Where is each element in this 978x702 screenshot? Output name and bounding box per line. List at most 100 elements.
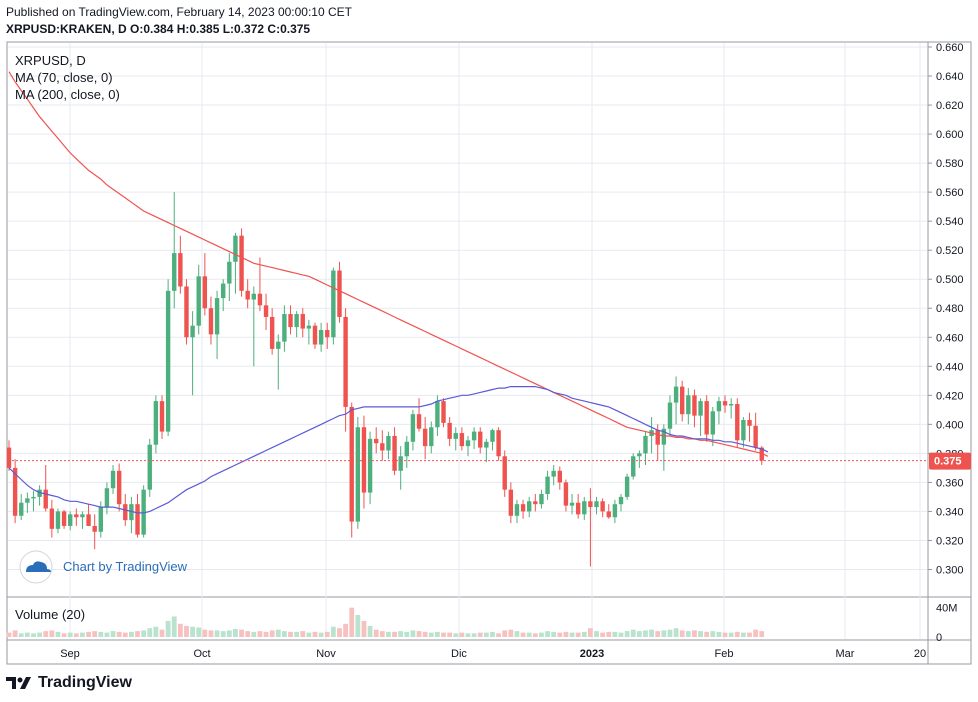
candle-body (508, 489, 514, 516)
candle-body (43, 489, 48, 509)
candle-body (557, 470, 562, 483)
candle-body (294, 314, 299, 328)
candle-body (741, 419, 746, 441)
price-axis[interactable]: 0.660 0.640 0.620 0.600 0.580 0.560 0.540 0.520… (928, 42, 964, 644)
time-tick-label: 2023 (580, 648, 604, 660)
volume-bar (532, 633, 538, 637)
candle-body (490, 430, 495, 442)
candle-body (435, 401, 440, 428)
volume-bar (337, 628, 342, 637)
price-tick-label: 0.400 (936, 419, 964, 431)
candle-body (300, 314, 305, 329)
candle-body (643, 435, 648, 454)
time-tick-label: 20 (914, 648, 926, 660)
volume-bar (722, 632, 728, 637)
volume-bar (612, 631, 618, 637)
price-tick-label: 0.500 (936, 274, 964, 286)
volume-bar (551, 631, 557, 637)
candle-body (337, 270, 342, 317)
candle-body (502, 456, 507, 490)
candle-body (202, 276, 208, 309)
candle-body (680, 386, 685, 415)
candle-body (37, 489, 42, 497)
candle-body (484, 441, 489, 448)
volume-bar (379, 631, 385, 637)
volume-bar (73, 633, 79, 637)
candle-body (110, 470, 116, 489)
candle-body (374, 438, 379, 444)
candle-body (61, 511, 67, 526)
candle-body (343, 316, 348, 407)
candle-body (606, 511, 611, 518)
ohlc-readout: XRPUSD:KRAKEN, D O:0.384 H:0.385 L:0.372… (6, 22, 311, 36)
candle-body (728, 404, 734, 406)
candle-body (49, 508, 55, 529)
candle-body (92, 525, 97, 532)
price-tick-label: 0.440 (936, 361, 964, 373)
volume-bar (557, 632, 563, 637)
watermark-cloud-shape (26, 561, 51, 572)
volume-bar (251, 631, 257, 637)
volume-bar (508, 629, 514, 637)
candle-body (355, 427, 361, 522)
price-tick-label: 0.660 (936, 42, 964, 54)
tradingview-logo[interactable]: TradingView (6, 674, 132, 692)
price-tick-label: 0.480 (936, 303, 964, 315)
candle-body (527, 501, 532, 512)
volume-bar (563, 631, 569, 637)
volume-bar (545, 631, 550, 637)
candle-body (276, 341, 281, 349)
volume-bar (275, 629, 281, 637)
candle-body (349, 406, 354, 522)
volume-bar (226, 630, 232, 637)
volume-bar (306, 632, 312, 637)
volume-bar (636, 631, 642, 637)
candle-body (31, 496, 36, 499)
volume-bar (220, 631, 226, 637)
volume-bar (435, 631, 440, 637)
volume-bar (502, 630, 508, 637)
candle-body (135, 504, 140, 535)
candle-body (19, 502, 24, 516)
volume-bar (318, 632, 324, 637)
candle-body (686, 395, 691, 415)
volume-bar (606, 631, 612, 637)
volume-bar (196, 627, 202, 637)
candle-body (471, 431, 477, 441)
candle-body (312, 325, 318, 345)
volume-bar (98, 631, 104, 637)
volume-bar (673, 628, 679, 637)
candle-body (129, 504, 134, 521)
candle-body (441, 401, 446, 423)
candle-body (367, 438, 373, 493)
candle-body (533, 501, 538, 505)
watermark-text: Chart by TradingView (63, 559, 188, 574)
volume-bar (263, 631, 269, 637)
price-tick-label: 0.460 (936, 332, 964, 344)
candle-body (68, 514, 73, 526)
candle-body (514, 504, 520, 516)
volume-bar (685, 631, 691, 637)
volume-bar (734, 631, 740, 637)
volume-bar (422, 631, 428, 637)
volume-bar (269, 630, 275, 637)
volume-bar (294, 631, 300, 637)
candle-body (692, 395, 697, 416)
candle-body (159, 401, 165, 432)
price-tick-label: 0.640 (936, 71, 964, 83)
volume-bar (600, 632, 606, 637)
time-axis[interactable]: Sep Oct Nov Dic 2023 Feb Mar 20 (60, 648, 926, 660)
volume-bar (31, 633, 36, 637)
volume-bar (43, 631, 49, 637)
price-tick-label: 0.360 (936, 477, 964, 489)
volume-bar (416, 631, 422, 637)
volume-bar (759, 631, 765, 637)
candle-body (661, 428, 667, 445)
volume-bar (116, 631, 122, 637)
volume-bar (61, 633, 67, 637)
price-tick-label: 0.540 (936, 216, 964, 228)
tradingview-watermark[interactable]: Chart by TradingView (19, 550, 188, 584)
candle-body (569, 502, 575, 506)
candle-body (141, 489, 146, 535)
